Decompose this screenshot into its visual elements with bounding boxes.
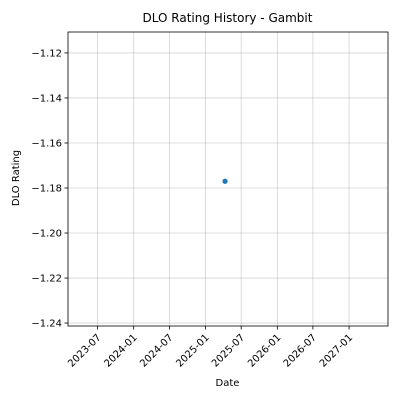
y-tick-label: −1.24: [31, 319, 62, 330]
x-axis-label: Date: [216, 378, 240, 389]
y-axis-label: DLO Rating: [11, 150, 22, 206]
y-tick-label: −1.16: [31, 138, 62, 149]
y-tick-label: −1.22: [31, 274, 62, 285]
y-tick-label: −1.18: [31, 184, 62, 195]
chart-title: DLO Rating History - Gambit: [143, 11, 313, 25]
grid: [68, 32, 388, 326]
y-tick-label: −1.20: [31, 229, 62, 240]
y-tick-label: −1.14: [31, 93, 62, 104]
y-tick-label: −1.12: [31, 48, 62, 59]
data-point: [222, 178, 228, 184]
data-points: [222, 178, 228, 184]
plot-frame: [67, 31, 389, 327]
